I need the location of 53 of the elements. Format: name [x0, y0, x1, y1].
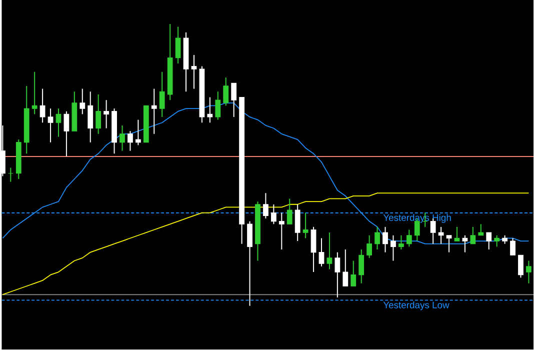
candlestick — [263, 192, 268, 220]
candlestick — [310, 226, 316, 273]
candlestick — [382, 226, 388, 254]
candlestick — [80, 88, 86, 115]
candlestick — [104, 100, 109, 129]
candlestick — [270, 204, 276, 225]
ref-line-label: Yesterdays Low — [383, 302, 450, 310]
candlestick — [398, 235, 404, 250]
candlestick — [294, 204, 300, 242]
candlestick — [486, 232, 492, 250]
candlestick — [135, 120, 141, 146]
candlestick — [207, 96, 213, 124]
candlestick — [88, 91, 94, 144]
candlestick — [406, 229, 412, 248]
candlestick — [494, 235, 500, 248]
candlestick — [286, 198, 292, 225]
candlestick — [526, 260, 532, 284]
candlestick — [175, 26, 181, 64]
candlestick — [350, 260, 356, 287]
candlestick — [48, 108, 54, 144]
candlestick — [326, 232, 332, 270]
candlestick — [8, 167, 14, 183]
candlestick — [40, 88, 46, 124]
candlestick — [518, 254, 524, 278]
candlestick — [374, 226, 380, 250]
candlestick — [342, 249, 348, 287]
candlestick — [462, 235, 468, 254]
candlestick — [446, 235, 452, 254]
candlestick — [215, 91, 221, 121]
candlestick — [358, 249, 364, 284]
candlestick — [0, 125, 6, 177]
candlestick — [366, 235, 372, 259]
candlestick — [223, 77, 229, 106]
candlestick — [278, 212, 284, 250]
candlestick — [56, 108, 62, 138]
candlestick — [510, 238, 516, 256]
candlestick — [151, 88, 157, 135]
candlestick — [334, 252, 340, 298]
candlestick — [438, 226, 444, 245]
candlestick — [390, 235, 396, 262]
candlestick — [120, 125, 125, 152]
candlestick — [454, 226, 460, 242]
candlestick — [470, 226, 476, 245]
candlestick — [191, 54, 197, 90]
candlestick — [128, 130, 133, 152]
candlestick — [247, 221, 252, 307]
candlestick — [231, 82, 237, 118]
candlestick — [318, 238, 324, 268]
candlestick — [159, 72, 165, 118]
candlestick — [302, 212, 308, 239]
candlestick — [64, 111, 70, 158]
candlestick — [32, 72, 38, 115]
candlestick — [96, 94, 102, 135]
